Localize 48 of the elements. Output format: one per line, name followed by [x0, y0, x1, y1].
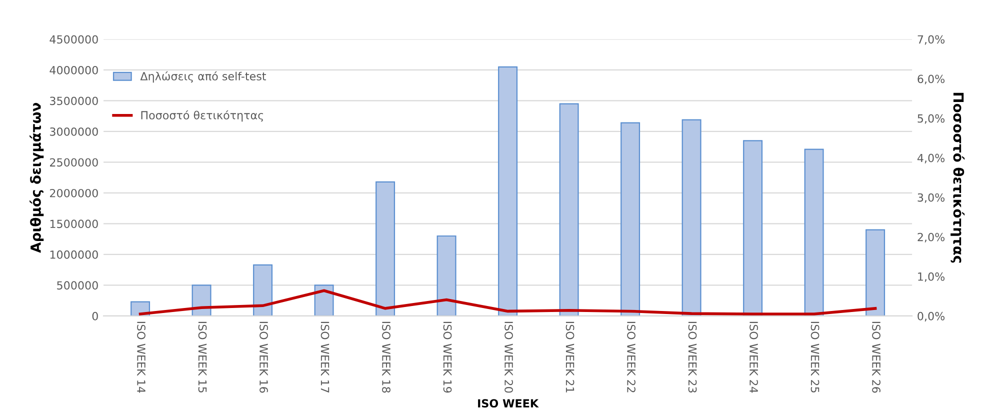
x-tick-label: ISO WEEK 17	[320, 322, 330, 392]
y2-tick-label: 2,0%	[918, 232, 945, 242]
bar	[804, 148, 824, 316]
bar	[376, 181, 396, 316]
x-tick-label: ISO WEEK 23	[688, 322, 697, 393]
bar	[253, 264, 273, 316]
y-tick-label: 0	[92, 312, 98, 320]
x-tick-label: ISO WEEK 24	[750, 322, 758, 393]
y2-tick-label: 4,0%	[917, 154, 945, 164]
x-tick-label: ISO WEEK 20	[504, 322, 513, 393]
bar	[314, 284, 334, 316]
y-tick-label: 2000000	[50, 188, 98, 198]
y2-tick-label: 1,0%	[918, 272, 945, 282]
y2-tick-label: 3,0%	[918, 193, 945, 203]
x-tick-label: ISO WEEK 15	[198, 322, 207, 392]
x-tick-label: ISO WEEK 26	[872, 322, 880, 393]
legend-label: Ποσοστό θετικότητας	[141, 110, 264, 122]
y2-tick-label: 7,0%	[918, 35, 945, 45]
y-tick-label: 500000	[57, 281, 98, 290]
y-tick-label: 1500000	[50, 220, 98, 228]
y-tick-label: 4000000	[50, 66, 98, 74]
y2-tick-label: 6,0%	[918, 74, 945, 84]
x-tick-label: ISO WEEK 16	[260, 322, 268, 393]
y-tick-label: 3000000	[50, 127, 98, 136]
y-axis-title: Αριθμός δειγμάτων	[30, 102, 44, 253]
bar	[866, 229, 886, 316]
x-tick-label: ISO WEEK 19	[443, 322, 452, 393]
bar	[682, 119, 702, 316]
x-tick-label: ISO WEEK 14	[137, 322, 146, 393]
y-tick-label: 3500000	[50, 96, 98, 106]
bar	[559, 103, 579, 316]
x-tick-label: ISO WEEK 25	[810, 322, 820, 392]
bar	[620, 122, 640, 316]
y2-axis-title: Ποσοστό θετικότητας	[950, 92, 965, 263]
bar	[436, 235, 456, 316]
y-tick-label: 4500000	[50, 35, 98, 44]
y2-tick-label: 5,0%	[918, 114, 945, 124]
x-tick-label: ISO WEEK 22	[627, 322, 636, 392]
bar	[498, 66, 518, 316]
y-tick-label: 2500000	[50, 158, 98, 167]
x-tick-label: ISO WEEK 18	[382, 322, 390, 393]
y-tick-label: 1000000	[50, 250, 98, 259]
x-axis-title: ISO WEEK	[478, 399, 539, 408]
y2-tick-label: 0,0%	[918, 312, 945, 322]
bar	[192, 284, 212, 316]
legend-label: Δηλώσεις από self-test	[140, 71, 266, 83]
line-series	[138, 289, 877, 316]
x-tick-label: ISO WEEK 21	[566, 322, 574, 392]
